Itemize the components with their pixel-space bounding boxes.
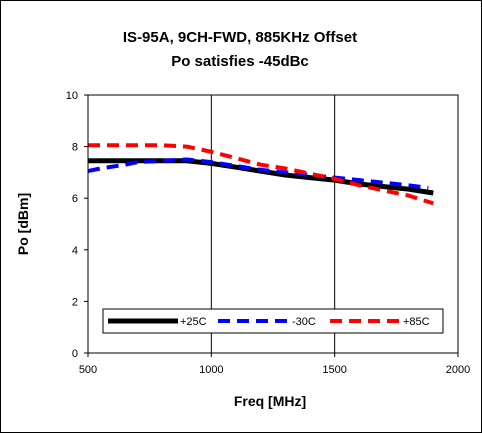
series-layer — [87, 143, 434, 206]
legend-label-0: +25C — [180, 316, 207, 328]
series-line-2 — [88, 143, 434, 206]
y-tick-label: 4 — [72, 245, 78, 257]
legend-label-2: +85C — [403, 316, 430, 328]
x-tick-labels: 500 1000 1500 2000 — [79, 353, 470, 376]
x-tick-label: 1000 — [199, 364, 223, 376]
y-tick-label: 10 — [66, 90, 78, 102]
legend-label-1: -30C — [292, 316, 316, 328]
x-tick-label: 500 — [79, 364, 97, 376]
x-axis-label: Freq [MHz] — [234, 393, 306, 409]
y-tick-label: 2 — [72, 296, 78, 308]
series-line-1 — [87, 157, 429, 190]
y-tick-labels: 0 2 4 6 8 10 — [66, 90, 88, 360]
y-tick-label: 8 — [72, 142, 78, 154]
legend: +25C -30C +85C — [102, 308, 444, 334]
y-axis-label: Po [dBm] — [15, 193, 31, 255]
x-tick-label: 2000 — [446, 364, 470, 376]
y-tick-label: 0 — [72, 348, 78, 360]
chart-title: IS-95A, 9CH-FWD, 885KHz Offset — [123, 29, 357, 46]
y-tick-label: 6 — [72, 193, 78, 205]
chart-subtitle: Po satisfies -45dBc — [171, 53, 309, 70]
x-tick-label: 1500 — [322, 364, 346, 376]
